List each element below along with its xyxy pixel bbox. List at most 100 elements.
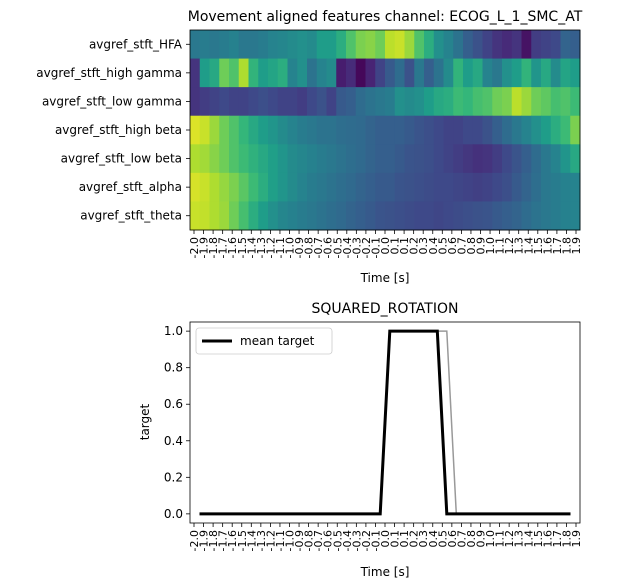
heatmap-cell — [346, 201, 357, 231]
heatmap-cell — [453, 115, 464, 145]
heatmap-cell — [316, 58, 327, 88]
heatmap-cell — [414, 115, 425, 145]
heatmap-cell — [492, 115, 503, 145]
heatmap-x-tick-label: 0.9 — [475, 237, 488, 255]
heatmap-cell — [219, 87, 230, 117]
heatmap-cell — [414, 87, 425, 117]
heatmap-cell — [550, 144, 561, 174]
heatmap-cell — [258, 30, 269, 60]
heatmap-x-tick-label: -0.2 — [360, 237, 373, 258]
heatmap-cell — [268, 30, 279, 60]
line-x-tick-label: -1.8 — [207, 530, 220, 551]
line-y-tick-label: 0.6 — [164, 397, 183, 411]
heatmap-cell — [482, 144, 493, 174]
heatmap-cell — [385, 30, 396, 60]
heatmap-cell — [355, 87, 366, 117]
heatmap-cell — [511, 30, 522, 60]
line-x-tick-label: -0.1 — [369, 530, 382, 551]
line-y-tick-label: 0.4 — [164, 434, 183, 448]
heatmap-cell — [375, 172, 386, 202]
heatmap-cell — [248, 144, 259, 174]
heatmap-x-tick-label: -1.9 — [198, 237, 211, 258]
heatmap-x-tick-label: 0.2 — [408, 237, 421, 255]
heatmap-cell — [414, 201, 425, 231]
heatmap-cell — [453, 172, 464, 202]
heatmap-cell — [521, 87, 532, 117]
heatmap-cell — [453, 30, 464, 60]
heatmap-cell — [424, 30, 435, 60]
heatmap-cell — [463, 115, 474, 145]
heatmap-cell — [492, 87, 503, 117]
heatmap-cell — [511, 115, 522, 145]
line-x-tick-label: -1.6 — [226, 530, 239, 551]
legend: mean target — [195, 327, 333, 355]
line-x-tick-label: -1.3 — [255, 530, 268, 551]
heatmap-cell — [531, 87, 542, 117]
heatmap-cell — [443, 144, 454, 174]
heatmap-x-axis: -2.0-1.9-1.8-1.7-1.6-1.5-1.4-1.3-1.2-1.1… — [188, 230, 583, 258]
heatmap-cell — [404, 144, 415, 174]
heatmap-cell — [277, 201, 288, 231]
line-x-tick-label: -1.0 — [284, 530, 297, 551]
heatmap-cell — [190, 144, 201, 174]
heatmap-cell — [326, 115, 337, 145]
heatmap-cell — [492, 30, 503, 60]
heatmap-cell — [404, 201, 415, 231]
line-series-group — [199, 329, 571, 516]
heatmap-cell — [570, 144, 581, 174]
heatmap-cell — [443, 115, 454, 145]
heatmap-cell — [472, 87, 483, 117]
heatmap-cell — [297, 115, 308, 145]
heatmap-cell — [209, 144, 220, 174]
heatmap-cell — [326, 144, 337, 174]
heatmap-cell — [307, 30, 318, 60]
line-title: SQUARED_ROTATION — [312, 301, 459, 317]
heatmap-cell — [570, 87, 581, 117]
line-x-tick-label: -0.5 — [331, 530, 344, 551]
line-panel: SQUARED_ROTATION 0.0 0.2 0.4 0.6 0.8 1.0 -2.0… — [138, 301, 583, 579]
heatmap-cell — [238, 30, 249, 60]
heatmap-cell — [433, 201, 444, 231]
heatmap-cell — [258, 87, 269, 117]
heatmap-cell — [326, 58, 337, 88]
heatmap-cell — [219, 172, 230, 202]
line-x-tick-label: 1.5 — [532, 530, 545, 548]
heatmap-cell — [199, 144, 210, 174]
heatmap-cell — [287, 144, 298, 174]
heatmap-cell — [238, 87, 249, 117]
heatmap-cell — [316, 201, 327, 231]
heatmap-cell — [511, 58, 522, 88]
heatmap-cell — [502, 115, 513, 145]
heatmap-cell — [511, 201, 522, 231]
heatmap-cell — [365, 30, 376, 60]
heatmap-cells — [190, 30, 581, 231]
heatmap-cell — [375, 30, 386, 60]
heatmap-cell — [229, 172, 240, 202]
heatmap-cell — [433, 87, 444, 117]
heatmap-cell — [424, 172, 435, 202]
line-x-tick-label: -0.3 — [350, 530, 363, 551]
heatmap-cell — [463, 172, 474, 202]
heatmap-x-tick-label: 0.1 — [398, 237, 411, 255]
heatmap-x-tick-label: -1.8 — [207, 237, 220, 258]
heatmap-cell — [541, 87, 552, 117]
line-y-axis: 0.0 0.2 0.4 0.6 0.8 1.0 — [164, 324, 190, 521]
heatmap-x-tick-label: 1.2 — [503, 237, 516, 255]
heatmap-cell — [307, 144, 318, 174]
heatmap-cell — [199, 87, 210, 117]
heatmap-cell — [209, 58, 220, 88]
line-x-tick-label: 0.0 — [379, 530, 392, 548]
heatmap-cell — [375, 144, 386, 174]
heatmap-cell — [316, 172, 327, 202]
heatmap-cell — [346, 30, 357, 60]
heatmap-cell — [463, 201, 474, 231]
heatmap-cell — [316, 30, 327, 60]
heatmap-cell — [443, 58, 454, 88]
heatmap-cell — [502, 87, 513, 117]
heatmap-cell — [404, 58, 415, 88]
heatmap-cell — [297, 87, 308, 117]
heatmap-cell — [394, 87, 405, 117]
heatmap-cell — [268, 87, 279, 117]
line-x-tick-label: 0.1 — [398, 530, 411, 548]
heatmap-cell — [190, 172, 201, 202]
